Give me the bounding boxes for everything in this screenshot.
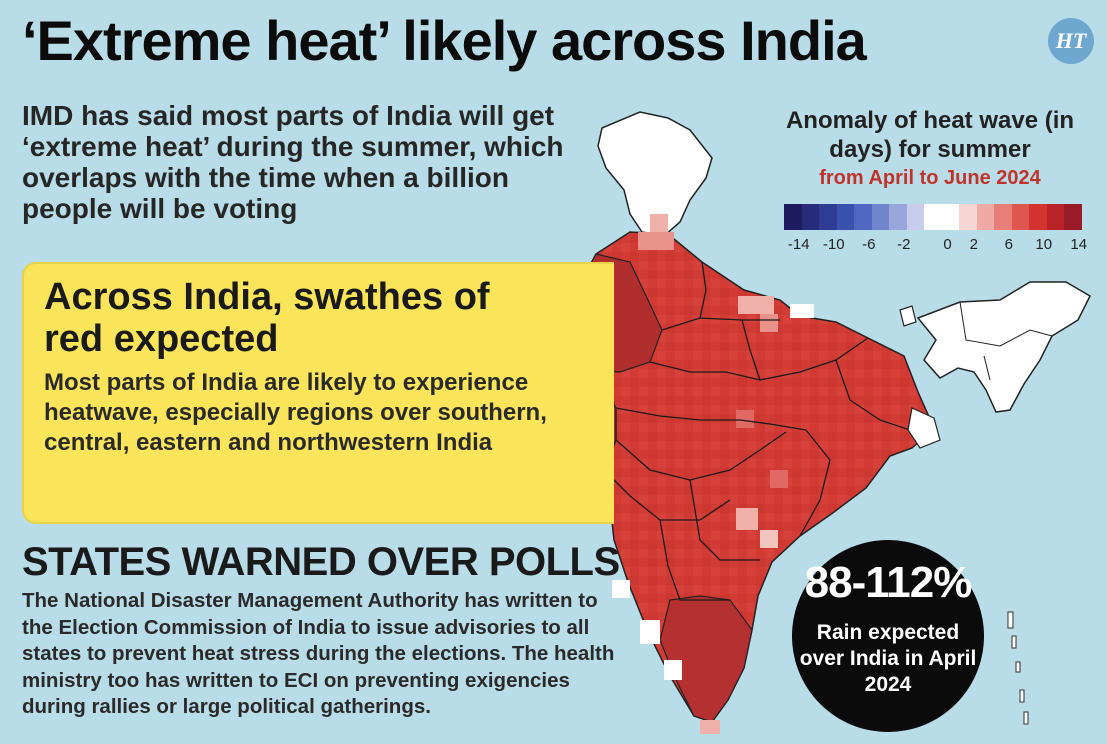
legend-swatch: [801, 204, 819, 230]
legend-swatch: [941, 204, 959, 230]
legend-swatch: [1046, 204, 1064, 230]
legend-swatch: [889, 204, 907, 230]
legend-swatch: [784, 204, 802, 230]
legend-subtitle: from April to June 2024: [819, 167, 1041, 189]
legend-tick-label: -10: [822, 236, 845, 253]
legend-color-scale: [784, 204, 1082, 230]
legend-swatch: [1064, 204, 1082, 230]
south-region: [659, 595, 753, 723]
rain-value: 88-112%: [804, 558, 973, 607]
state-boundaries: [603, 261, 911, 601]
legend-swatch: [924, 204, 942, 230]
sikkim-region: [899, 305, 917, 327]
north-region: [597, 111, 713, 237]
legend-swatch: [976, 204, 994, 230]
callout-body: Most parts of India are likely to experi…: [44, 369, 547, 456]
rain-label: Rain expected over India in April 2024: [799, 621, 977, 696]
bengal-delta: [907, 407, 941, 449]
northeast-region: [916, 281, 1091, 413]
legend-title-text: Anomaly of heat wave (in days) for summe…: [785, 107, 1075, 163]
callout-heading: Across India, swathes of red expected: [44, 276, 490, 360]
legend-swatch: [959, 204, 977, 230]
legend-tick-label: 6: [1004, 236, 1013, 253]
pale-patches: [612, 214, 814, 734]
legend-swatch: [1011, 204, 1029, 230]
legend-tick-label: 0: [943, 236, 952, 253]
legend-ticks: -14 -10 -6 -2 0 2 6 10 14: [784, 236, 1090, 258]
legend-tick-label: 14: [1070, 236, 1088, 253]
legend-tick-label: -14: [787, 236, 810, 253]
legend-tick-label: -6: [862, 236, 876, 253]
ht-logo: HT: [1048, 18, 1094, 64]
intro-text: IMD has said most parts of India will ge…: [22, 100, 564, 224]
legend-title: Anomaly of heat wave (in days) for summe…: [760, 106, 1100, 193]
legend-swatch: [994, 204, 1012, 230]
states-body: The National Disaster Management Authori…: [22, 589, 615, 718]
legend-swatch: [819, 204, 837, 230]
northeast-boundaries: [959, 301, 1053, 381]
legend-tick-label: 2: [969, 236, 978, 253]
legend-tick-label: 10: [1035, 236, 1053, 253]
legend-swatch: [836, 204, 854, 230]
legend-swatch: [871, 204, 889, 230]
legend-swatch: [1029, 204, 1047, 230]
rain-callout-circle: 88-112% Rain expected over India in Apri…: [792, 540, 984, 732]
andaman-islands: [1007, 611, 1029, 725]
legend-swatch: [906, 204, 924, 230]
page-title: ‘Extreme heat’ likely across India: [22, 9, 867, 72]
callout-box: [22, 262, 614, 524]
legend-tick-label: -2: [897, 236, 911, 253]
states-heading: STATES WARNED OVER POLLS: [22, 540, 620, 584]
legend-swatch: [854, 204, 872, 230]
